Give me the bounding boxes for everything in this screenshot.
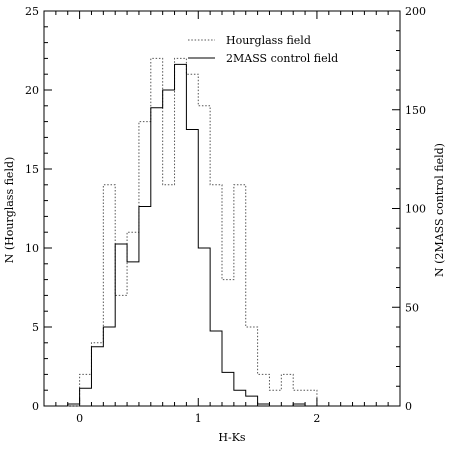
left-y-tick-label: 25: [25, 5, 39, 18]
hourglass-field-step-line: [67, 57, 329, 407]
legend: Hourglass field 2MASS control field: [188, 34, 338, 65]
control-bin-2: [91, 347, 103, 406]
control-bin-14: [234, 390, 246, 406]
right-y-tick-label: 50: [405, 301, 419, 314]
hourglass-bin-20: [305, 390, 317, 406]
control-bin-5: [127, 262, 139, 406]
x-tick-label: 1: [195, 412, 202, 425]
control-bin-3: [103, 327, 115, 406]
hourglass-bin-16: [258, 374, 270, 406]
control-bin-7: [151, 108, 163, 406]
left-y-tick-label: 10: [25, 242, 39, 255]
x-tick-label: 2: [313, 412, 320, 425]
histogram-series: [67, 57, 329, 407]
x-axis-label: H-Ks: [218, 431, 246, 444]
control-bin-1: [80, 388, 92, 406]
control-bin-15: [246, 396, 258, 406]
left-y-tick-label: 15: [25, 163, 39, 176]
left-y-tick-label: 20: [25, 84, 39, 97]
left-y-tick-label: 0: [32, 400, 39, 413]
control-bin-12: [210, 331, 222, 406]
legend-label-2mass: 2MASS control field: [226, 52, 338, 65]
control-bin-4: [115, 244, 127, 406]
x-tick-label: 0: [76, 412, 83, 425]
control-bin-6: [139, 207, 151, 406]
control-bin-9: [175, 64, 187, 406]
right-y-axis-label: N (2MASS control field): [433, 143, 446, 277]
control-bin-8: [163, 90, 175, 406]
right-y-tick-label: 150: [405, 104, 426, 117]
control-bin-11: [198, 248, 210, 406]
right-y-tick-label: 200: [405, 5, 426, 18]
hourglass-bin-18: [281, 374, 293, 406]
hourglass-field-series: [67, 57, 329, 407]
hourglass-bin-15: [246, 327, 258, 406]
control-bin-10: [186, 130, 198, 407]
left-y-tick-label: 5: [32, 321, 39, 334]
right-y-tick-label: 0: [405, 400, 412, 413]
control-bin-13: [222, 372, 234, 406]
axis-ticks: [43, 10, 401, 407]
hourglass-bin-17: [269, 390, 281, 406]
hourglass-bin-14: [234, 185, 246, 406]
right-y-tick-label: 100: [405, 203, 426, 216]
legend-label-hourglass: Hourglass field: [226, 34, 311, 47]
left-y-axis-label: N (Hourglass field): [3, 157, 16, 264]
